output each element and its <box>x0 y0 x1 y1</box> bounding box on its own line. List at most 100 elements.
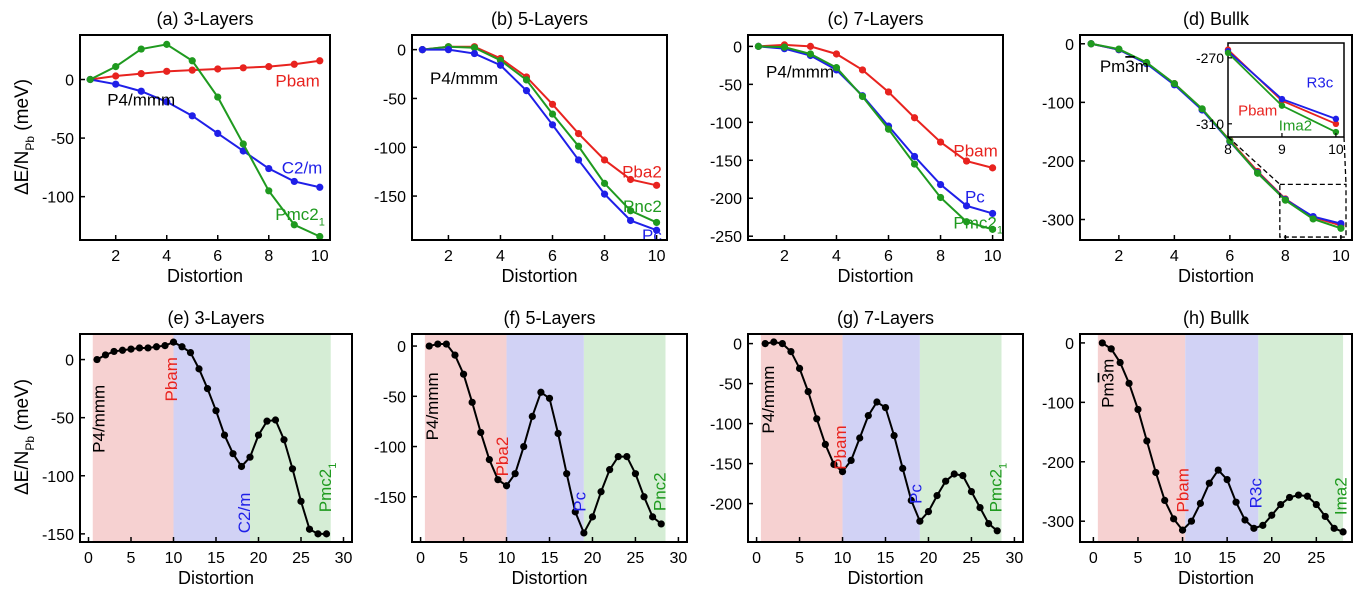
y-tick-label: -50 <box>383 389 406 406</box>
data-point <box>163 40 171 48</box>
data-point <box>626 216 635 225</box>
plot-frame <box>747 333 1024 543</box>
data-point <box>838 468 847 476</box>
data-point <box>1161 496 1169 504</box>
y-tick-label: -100 <box>710 115 742 132</box>
data-point <box>137 87 145 95</box>
panel-4: (d) Bullk 2 4 6 8 10 0 -100 -200 -300 Distortion Pm… <box>1042 9 1353 286</box>
phase-label-text-part: P4/mmm <box>423 372 442 440</box>
data-point <box>195 365 203 373</box>
data-point <box>554 429 562 438</box>
data-point <box>899 464 907 472</box>
data-point <box>884 125 893 133</box>
data-point <box>962 202 971 210</box>
series-line <box>422 45 658 224</box>
x-tick-label: 5 <box>127 550 136 567</box>
phase-label-text-part: P4/mmm <box>90 385 109 453</box>
zoom-connector <box>1343 136 1347 185</box>
phase-label-text: P4/mmm <box>423 372 442 440</box>
x-tick-label: 10 <box>1174 550 1192 567</box>
panel-title: (f) 5-Layers <box>503 308 595 328</box>
x-axis-label: Distortion <box>511 568 587 588</box>
data-point <box>988 225 997 233</box>
y-tick-label: 0 <box>1065 37 1074 54</box>
data-point <box>780 43 789 51</box>
phase-band <box>842 335 920 541</box>
phase-label-text: Pmc21 <box>987 463 1010 513</box>
data-point <box>137 70 145 78</box>
panel-title: (e) 3-Layers <box>167 308 264 328</box>
panel-title: (c) 7-Layers <box>827 9 923 29</box>
data-point <box>1196 499 1204 507</box>
phase-label-text: Pnc2 <box>651 472 670 511</box>
x-tick-label: 30 <box>335 550 353 567</box>
y-tick-label: -250 <box>710 229 742 246</box>
x-tick-label: 2 <box>780 248 789 265</box>
data-point <box>976 504 984 512</box>
data-point <box>881 404 890 412</box>
data-point <box>804 388 812 396</box>
series-label: Pbam <box>275 72 319 91</box>
data-point <box>127 345 135 353</box>
data-point <box>806 42 815 50</box>
phase-label: Pnc2 <box>651 472 670 511</box>
data-point <box>163 98 171 106</box>
data-point <box>1232 498 1240 506</box>
y-tick-label: -200 <box>1042 154 1074 171</box>
data-point <box>470 49 479 58</box>
data-point <box>916 517 924 525</box>
phase-label-text: P4/mmm <box>90 385 109 453</box>
phase-label: Pc <box>571 491 590 511</box>
inset-x-tick-label: 10 <box>1328 141 1344 157</box>
data-point <box>600 179 609 187</box>
phase-label: Pm3m <box>1099 359 1118 408</box>
data-point <box>214 129 222 137</box>
data-point <box>910 114 919 122</box>
phase-band <box>919 335 1002 541</box>
x-tick-label: 5 <box>459 550 468 567</box>
data-point <box>1330 524 1338 532</box>
x-tick-label: 0 <box>84 550 93 567</box>
phase-label: Pbam <box>162 357 181 401</box>
phase-label-text: Pbam <box>831 425 850 469</box>
data-point <box>962 218 971 226</box>
data-point <box>985 520 993 528</box>
data-point <box>118 346 127 354</box>
x-tick-label: 10 <box>834 550 852 567</box>
y-tick-label: -150 <box>42 527 74 544</box>
data-point <box>1241 516 1249 524</box>
data-point <box>316 183 324 191</box>
series-label: Pc <box>965 188 985 207</box>
x-tick-label: 0 <box>1089 550 1098 567</box>
data-point <box>962 157 971 165</box>
data-point <box>212 407 220 415</box>
data-point <box>1223 476 1231 484</box>
data-point <box>280 436 288 444</box>
x-tick-label: 5 <box>1134 550 1143 567</box>
series-label: Pbam <box>953 141 997 160</box>
series-line <box>765 340 998 532</box>
data-point <box>265 164 273 173</box>
phase-label-text-part: Pbam <box>162 357 181 401</box>
data-point <box>631 470 640 478</box>
data-point <box>434 340 442 348</box>
data-point <box>858 66 867 74</box>
data-point <box>1143 437 1151 445</box>
x-tick-label: 10 <box>984 248 1002 265</box>
data-point <box>936 193 945 202</box>
phase-label: C2/m <box>235 493 254 534</box>
phase-band <box>250 335 331 541</box>
data-point <box>265 63 273 71</box>
y-tick-label: -150 <box>374 189 406 206</box>
data-point <box>314 530 322 538</box>
phase-label-text-part: Pba2 <box>493 437 512 477</box>
plot-frame <box>411 333 688 543</box>
phase-label-text-part: Pbam <box>831 425 850 469</box>
data-point <box>1170 80 1178 88</box>
data-point <box>858 92 867 101</box>
x-axis-label: Distortion <box>847 568 923 588</box>
data-point <box>640 493 648 501</box>
x-tick-label: 25 <box>292 550 310 567</box>
phase-label: Ima2 <box>1331 477 1350 515</box>
